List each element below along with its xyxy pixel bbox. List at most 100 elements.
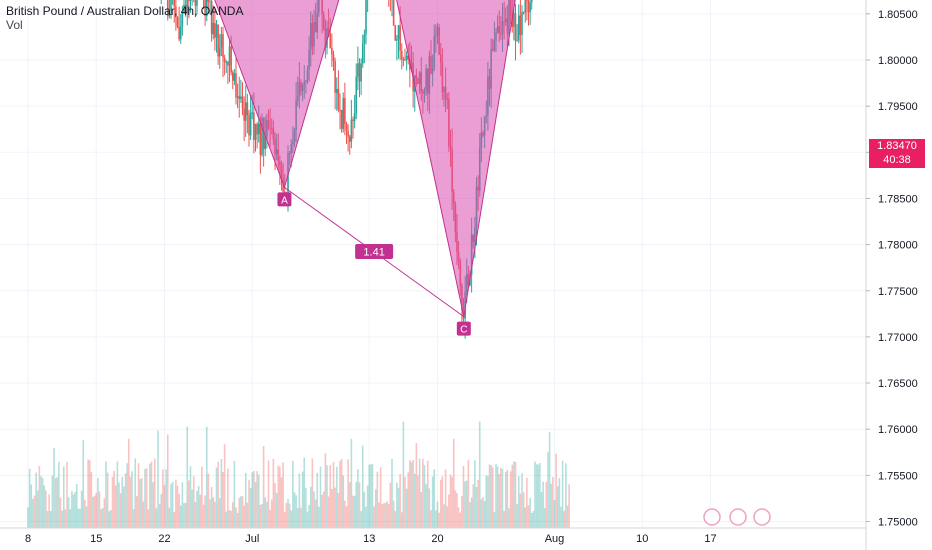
volume-bar — [168, 507, 171, 528]
candle-body — [166, 0, 169, 17]
volume-bar — [539, 463, 541, 528]
candle-body — [392, 0, 395, 26]
volume-bar — [435, 510, 437, 528]
volume-bar — [441, 476, 444, 528]
volume-bar — [335, 466, 338, 528]
volume-bar — [475, 486, 478, 528]
candle-body — [220, 34, 223, 48]
volume-bar — [542, 481, 544, 528]
volume-bar — [88, 460, 91, 528]
candle-body — [513, 13, 515, 27]
volume-bar — [227, 468, 229, 528]
pivot-label-bg — [277, 192, 292, 207]
volume-bar — [407, 472, 410, 528]
volume-bar — [420, 491, 423, 528]
volume-bar — [152, 482, 154, 528]
volume-bar — [283, 511, 286, 528]
price-tick-label: 1.76000 — [878, 424, 918, 436]
volume-bar — [40, 476, 42, 528]
volume-bar — [123, 486, 125, 528]
volume-bar — [220, 458, 223, 528]
volume-bar — [431, 476, 434, 528]
candle-body — [210, 1, 213, 35]
volume-bar — [270, 499, 273, 528]
volume-bar — [269, 510, 271, 528]
volume-bar — [136, 496, 138, 528]
time-tick-label: 17 — [704, 533, 716, 545]
time-tick-label: 13 — [363, 533, 375, 545]
volume-bar — [504, 471, 507, 528]
price-tick-label: 1.80500 — [878, 9, 918, 21]
time-tick-label: 10 — [636, 533, 648, 545]
volume-bar — [290, 510, 293, 528]
volume-bar — [199, 494, 202, 528]
volume-bar — [422, 458, 424, 528]
volume-bar — [100, 509, 102, 528]
volume-bar — [184, 502, 187, 528]
volume-bar — [27, 507, 29, 528]
volume-bar — [266, 501, 268, 528]
volume-bar — [79, 508, 81, 528]
volume-bar — [355, 481, 358, 528]
volume-bar — [38, 466, 41, 528]
volume-bar — [321, 494, 323, 528]
volume-bar — [444, 469, 447, 528]
volume-bar — [568, 484, 570, 528]
volume-bar — [311, 458, 314, 528]
candle-body — [516, 40, 518, 42]
volume-bar — [399, 474, 401, 528]
volume-bar — [319, 466, 322, 528]
volume-bar — [41, 477, 44, 528]
volume-bar — [98, 491, 101, 528]
candle-body — [329, 33, 332, 48]
volume-bar — [153, 458, 156, 528]
volume-bar — [548, 431, 551, 528]
candle-body — [264, 136, 267, 150]
price-axis[interactable]: 1.865001.860001.855001.850001.845001.840… — [865, 0, 918, 550]
candle-body — [209, 1, 211, 3]
volume-bar — [352, 495, 354, 528]
price-tick-label: 1.79500 — [878, 101, 918, 113]
volume-bar — [71, 491, 73, 528]
volume-bar — [66, 461, 68, 528]
volume-bar — [233, 460, 236, 528]
candle-body — [402, 59, 405, 61]
volume-bar — [69, 509, 72, 528]
volume-bar — [298, 473, 301, 528]
price-tick-label: 1.78500 — [878, 193, 918, 205]
volume-bar — [48, 494, 50, 528]
volume-bar — [449, 474, 452, 528]
volume-bar — [275, 492, 278, 528]
volume-bar — [45, 490, 47, 528]
volume-bar — [365, 506, 367, 528]
volume-bar — [565, 463, 567, 528]
candle-body — [227, 61, 229, 66]
volume-bar — [257, 474, 260, 528]
volume-bar — [108, 511, 111, 528]
volume-bar — [209, 499, 211, 528]
volume-bar — [552, 476, 554, 528]
event-icon — [753, 508, 771, 526]
volume-bar — [371, 464, 374, 528]
candle-body — [230, 46, 232, 73]
volume-bar — [488, 464, 491, 528]
volume-bar — [261, 504, 263, 528]
candle-body — [235, 73, 237, 98]
volume-bar — [225, 511, 228, 528]
volume-bar — [433, 469, 436, 528]
time-axis[interactable]: 8 15 22 Jul 13 20 Aug 10 17 — [0, 527, 866, 545]
volume-bar — [82, 440, 85, 528]
candle-body — [514, 13, 517, 41]
volume-bar — [360, 510, 362, 528]
volume-bar — [347, 459, 349, 528]
volume-bar — [376, 471, 379, 528]
volume-bar — [532, 511, 535, 528]
candle-body — [262, 117, 265, 150]
volume-bar — [462, 465, 465, 528]
volume-bar — [368, 464, 371, 528]
volume-bar — [188, 480, 190, 528]
candle-body — [222, 34, 224, 58]
volume-bar — [54, 478, 57, 528]
volume-bar — [103, 498, 106, 528]
